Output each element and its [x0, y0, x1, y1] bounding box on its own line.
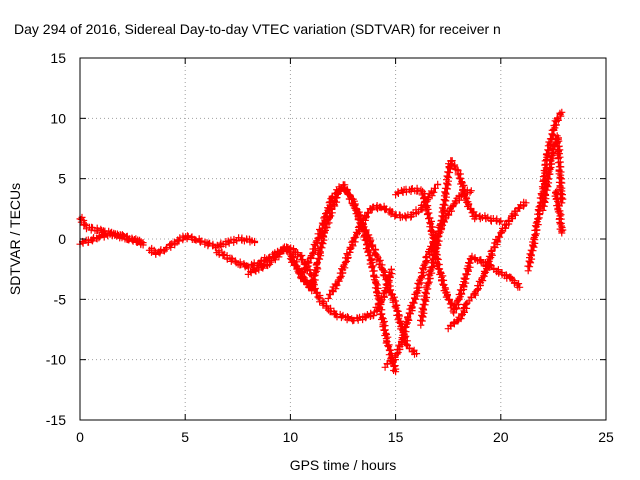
marker-path: [76, 229, 147, 249]
y-axis-label: SDTVAR / TECUs: [7, 183, 23, 295]
series-track-o: [539, 132, 567, 214]
axis-ticks: [79, 57, 607, 421]
y-tick-label: 5: [58, 171, 66, 187]
y-tick-label: 0: [58, 231, 66, 247]
x-axis-label: GPS time / hours: [290, 457, 397, 473]
marker-path: [392, 184, 524, 317]
y-tick-labels: -15 -10 -5 0 5 10 15: [46, 50, 66, 428]
marker-path: [417, 157, 505, 329]
data-markers: [76, 108, 567, 376]
series-track-m: [465, 198, 530, 305]
marker-path: [145, 232, 259, 258]
marker-path: [444, 299, 471, 333]
series-track-j: [392, 184, 524, 317]
marker-path: [551, 187, 567, 237]
marker-path: [307, 265, 396, 325]
plot-frame: [79, 57, 607, 421]
y-tick-label: 15: [50, 50, 66, 66]
y-tick-label: 10: [50, 110, 66, 126]
series-track-g: [297, 181, 400, 376]
x-tick-label: 15: [388, 429, 404, 445]
x-tick-label: 5: [181, 429, 189, 445]
y-tick-label: -5: [54, 291, 67, 307]
series-track-k: [417, 157, 505, 329]
series-track-b: [145, 232, 259, 258]
y-tick-label: -15: [46, 412, 66, 428]
series-track-f: [307, 265, 396, 325]
marker-path: [539, 132, 567, 214]
x-tick-label: 10: [283, 429, 299, 445]
x-tick-label: 25: [598, 429, 614, 445]
x-tick-label: 0: [76, 429, 84, 445]
series-track-a2: [76, 229, 147, 249]
x-tick-labels: 0 5 10 15 20 25: [76, 429, 614, 445]
series-track-l: [444, 299, 471, 333]
chart-title: Day 294 of 2016, Sidereal Day-to-day VTE…: [14, 21, 501, 37]
marker-path: [297, 181, 400, 376]
y-tick-label: -10: [46, 352, 66, 368]
marker-path: [465, 198, 530, 305]
series-track-p: [551, 187, 567, 237]
x-tick-label: 20: [493, 429, 509, 445]
grid-lines: [80, 58, 606, 420]
